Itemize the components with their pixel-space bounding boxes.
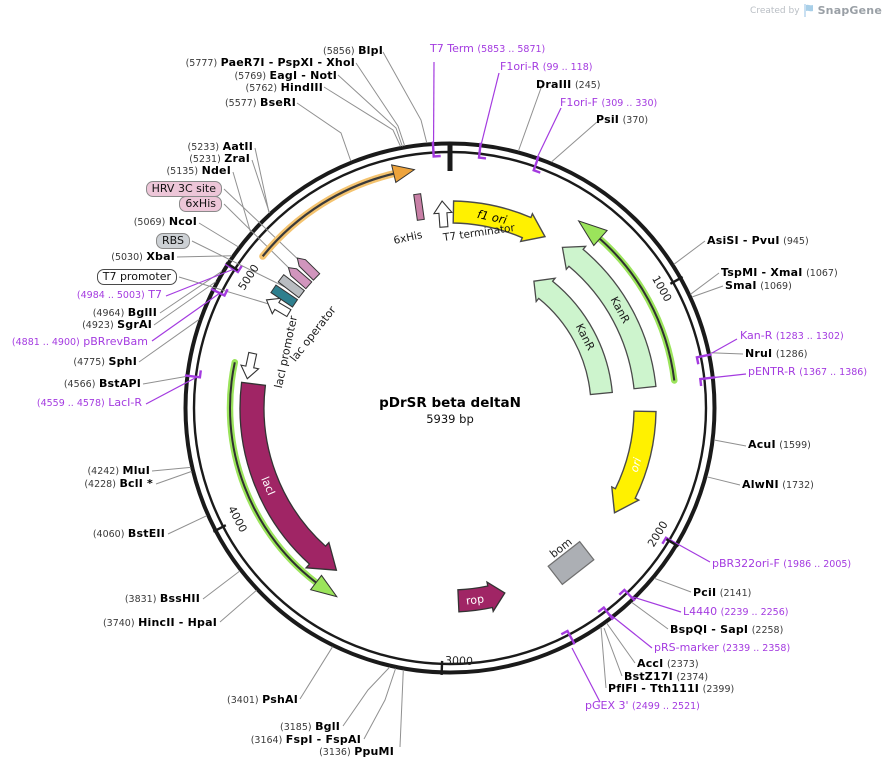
primer-label-pbr322orif: pBR322ori-F (1986 .. 2005) <box>712 557 852 571</box>
enzyme-label-bstapi: (4566) BstAPI <box>63 377 141 391</box>
enzyme-label-pcii: PciI (2141) <box>693 586 752 600</box>
hrv-3c-glyph <box>296 257 321 281</box>
tick-label-3000: 3000 <box>445 654 473 668</box>
kanr-arc-arrowhead <box>577 219 608 247</box>
t7-promoter-tag: T7 promoter <box>96 269 177 285</box>
mcs-feature-glyphs <box>265 257 321 318</box>
primer-label-f1orir: F1ori-R (99 .. 118) <box>500 60 593 74</box>
rbs-glyph <box>277 274 306 299</box>
enzyme-label-tspmi: TspMI - XmaI (1067) <box>721 266 838 280</box>
enzyme-label-nrui: NruI (1286) <box>745 347 808 361</box>
enzyme-label-bsteii: (4060) BstEII <box>92 527 165 541</box>
ori-label: ori <box>628 456 645 473</box>
enzyme-label-smai: SmaI (1069) <box>725 279 792 293</box>
kanr-arrow-inner <box>533 277 614 396</box>
tick-label-4000: 4000 <box>225 504 249 535</box>
enzyme-label-paer7i: (5777) PaeR7I - PspXI - XhoI <box>185 56 355 70</box>
snapgene-brand-text: SnapGene <box>817 4 882 17</box>
primer-label-f1orif: F1ori-F (309 .. 330) <box>560 96 658 110</box>
snapgene-flag-icon <box>803 4 813 17</box>
scale-ticks <box>212 143 684 675</box>
laci-arrow <box>239 381 338 571</box>
bom-box <box>547 540 595 586</box>
enzyme-label-ncoi: (5069) NcoI <box>133 215 197 229</box>
rbs-tag: RBS <box>156 233 190 249</box>
enzyme-label-psii: PsiI (370) <box>596 113 649 127</box>
primer-label-t7term: T7 Term (5853 .. 5871) <box>430 42 546 56</box>
enzyme-label-hindiii: (5762) HindIII <box>245 81 323 95</box>
enzyme-label-acui: AcuI (1599) <box>748 438 811 452</box>
snapgene-watermark: Created by SnapGene <box>750 4 882 17</box>
primer-label-pgex3: pGEX 3' (2499 .. 2521) <box>585 699 700 713</box>
enzyme-label-asisi: AsiSI - PvuI (945) <box>707 234 809 248</box>
laci-gene-arc <box>226 359 338 598</box>
primer-label-prsmarker: pRS-marker (2339 .. 2358) <box>654 641 791 655</box>
plasmid-title: pDrSR beta deltaN <box>379 395 521 411</box>
enzyme-label-pflfi: PflFI - Tth111I (2399) <box>608 682 735 696</box>
enzyme-label-eagi: (5769) EagI - NotI <box>234 69 337 83</box>
enzyme-label-aatii: (5233) AatII <box>187 140 253 154</box>
f1-ori-label: f1 ori <box>476 207 509 227</box>
orange-arc-arrowhead <box>390 164 416 184</box>
rop-label: rop <box>465 592 485 607</box>
enzyme-label-acci: AccI (2373) <box>637 657 699 671</box>
f1-ori-arrow <box>452 200 547 243</box>
laci-arc-arrowhead <box>309 574 338 598</box>
enzyme-label-blpi: (5856) BlpI <box>322 44 383 58</box>
lac-operator-glyph <box>270 284 299 308</box>
his6-glyph <box>287 267 313 290</box>
enzyme-label-ndei: (5135) NdeI <box>166 164 231 178</box>
kanr-arrow-outer <box>561 245 657 390</box>
enzyme-label-mlui: (4242) MluI <box>87 464 150 478</box>
primer-label-kanr: Kan-R (1283 .. 1302) <box>740 329 844 343</box>
enzyme-label-xbai: (5030) XbaI <box>111 250 175 264</box>
plasmid-size: 5939 bp <box>426 412 474 426</box>
tick-label-5000: 5000 <box>236 262 262 293</box>
enzyme-label-sgrai: (4923) SgrAI <box>82 318 152 332</box>
primer-leader-lines <box>145 61 747 703</box>
plasmid-title-block: pDrSR beta deltaN 5939 bp <box>379 395 521 426</box>
enzyme-label-bstz17i: BstZ17I (2374) <box>624 670 709 684</box>
primer-label-t7: (4984 .. 5003) T7 <box>76 288 162 302</box>
enzyme-label-hincii: (3740) HincII - HpaI <box>102 616 217 630</box>
primer-label-pentrr: pENTR-R (1367 .. 1386) <box>748 365 868 379</box>
enzyme-label-bseri: (5577) BseRI <box>224 96 296 110</box>
primer-label-pbrrevbam: (4881 .. 4900) pBRrevBam <box>11 335 148 349</box>
his6-tag: 6xHis <box>179 196 222 212</box>
enzyme-label-ppumi: (3136) PpuMI <box>319 745 394 759</box>
enzyme-label-fspi: (3164) FspI - FspAI <box>250 733 361 747</box>
rop-arrow <box>457 580 506 614</box>
enzyme-label-bgli: (3185) BglI <box>279 720 340 734</box>
enzyme-label-bglii: (4964) BglII <box>92 306 157 320</box>
created-by-text: Created by <box>750 5 800 16</box>
primer-label-l4440: L4440 (2239 .. 2256) <box>683 605 789 619</box>
t7-terminator-glyph <box>432 200 454 228</box>
his6-label: 6xHis <box>392 229 423 247</box>
enzyme-label-zrai: (5231) ZraI <box>189 152 250 166</box>
t7-promoter-glyph <box>265 297 292 318</box>
kanr-gene-arc <box>577 219 678 384</box>
primer-label-lacir: (4559 .. 4578) LacI-R <box>36 396 142 410</box>
enzyme-label-pshai: (3401) PshAI <box>227 693 298 707</box>
enzyme-label-draiii: DraIII (245) <box>536 78 601 92</box>
ori-arrow <box>610 410 657 514</box>
expression-cassette-arc <box>259 164 416 260</box>
enzyme-label-bspqi: BspQI - SapI (2258) <box>670 623 784 637</box>
laci-promoter-glyph <box>240 351 260 380</box>
enzyme-label-alwni: AlwNI (1732) <box>742 478 814 492</box>
enzyme-label-bcli: (4228) BclI * <box>84 477 153 491</box>
hrv-3c-site-tag: HRV 3C site <box>145 181 222 197</box>
enzyme-label-bsshii: (3831) BssHII <box>124 592 200 606</box>
his6-c-terminal-glyph <box>413 193 425 221</box>
enzyme-label-sphi: (4775) SphI <box>73 355 137 369</box>
